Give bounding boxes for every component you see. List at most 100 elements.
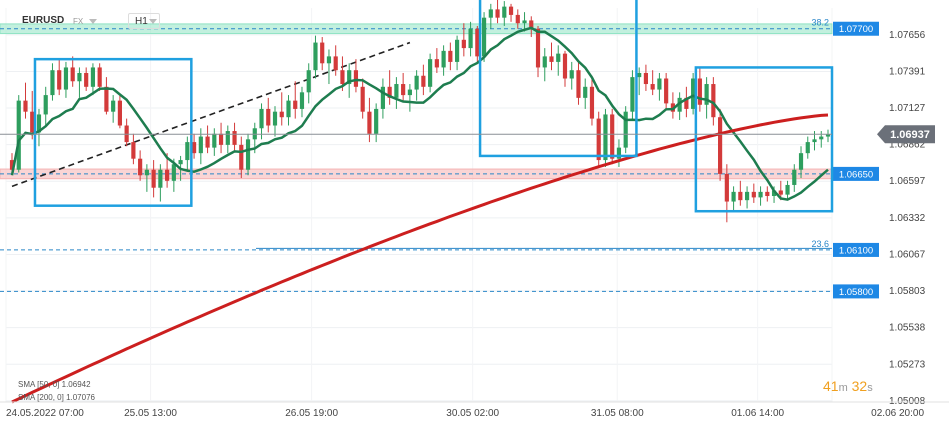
candle-body (535, 28, 541, 68)
candle-body (212, 133, 217, 148)
price-tick-label: 1.06862 (889, 140, 926, 151)
candle-body (347, 70, 352, 85)
candle-body (205, 136, 210, 148)
candle-body (778, 190, 783, 195)
candle-body (9, 160, 15, 170)
candle-body (90, 67, 96, 87)
candle-body (299, 92, 305, 109)
candle-body (798, 153, 804, 170)
price-tick-label: 1.06067 (889, 249, 926, 260)
price-tick-label: 1.05803 (889, 286, 926, 297)
candle-body (637, 72, 642, 78)
candle-body (218, 133, 224, 145)
candle-body (468, 28, 473, 49)
sma50-line (10, 26, 829, 201)
candle-body (650, 84, 655, 90)
candle-body (711, 84, 716, 118)
symbol-label[interactable]: EURUSD (22, 15, 65, 26)
candle-body (603, 114, 608, 161)
candle-body (542, 56, 547, 68)
price-tick-label: 1.05273 (889, 359, 926, 370)
candle-body (508, 6, 514, 15)
candle-body (158, 169, 163, 188)
candle-body (394, 84, 399, 98)
fib-level-label: 38.2 (811, 18, 829, 28)
candle-body (805, 142, 810, 154)
candle-body (259, 108, 264, 129)
symbol-dropdown-icon[interactable] (89, 19, 97, 24)
candle-body (455, 39, 460, 62)
time-tick-label: 02.06 20:00 (871, 408, 924, 419)
candle-body (744, 191, 750, 201)
candle-body (488, 9, 493, 18)
candle-body (30, 111, 35, 133)
trendline-dashed (11, 41, 411, 188)
consolidation-box-left (33, 57, 193, 207)
candle-body (16, 100, 21, 170)
candle-body (43, 95, 48, 115)
candle-body (353, 70, 359, 87)
candle-body (731, 191, 736, 202)
candle-body (623, 111, 628, 148)
candle-body (225, 131, 230, 145)
timeframe-value: H1 (135, 16, 148, 27)
chevron-down-icon (149, 19, 157, 24)
candle-body (657, 78, 662, 90)
candle-body (751, 191, 756, 198)
price-tick-label: 1.07127 (889, 103, 926, 114)
candle-body (758, 191, 763, 198)
sma50-legend[interactable]: SMA [50, 0] 1.06942 (18, 380, 91, 389)
candle-body (461, 39, 466, 49)
candle-body (589, 86, 595, 119)
candle-body (812, 139, 817, 143)
candle-body (515, 14, 520, 24)
candle-body (562, 53, 568, 79)
candle-body (691, 78, 696, 109)
candle-body (677, 97, 682, 112)
price-tick-label: 1.05008 (889, 396, 926, 407)
candle-body (333, 56, 338, 71)
candle-body (360, 86, 365, 112)
candle-body (144, 169, 149, 176)
candle-body (596, 118, 601, 161)
candle-body (819, 136, 824, 140)
level-price-tag (833, 242, 879, 257)
level-price-tag (833, 21, 879, 36)
sma50-name: SMA (18, 380, 35, 389)
candle-body (293, 100, 298, 109)
candle-body (306, 70, 311, 93)
highlight-boxes[interactable] (33, 0, 834, 213)
candle-body (178, 160, 183, 165)
level-price-tag (833, 284, 879, 299)
candle-body (380, 86, 385, 109)
horizontal-levels[interactable]: 1.07700 38.2 1.06650 1.06100 23.6 1.05800 (0, 18, 879, 299)
countdown-seconds: 32 (851, 378, 868, 394)
candle-body (367, 111, 372, 134)
candle-body (151, 169, 156, 188)
trendline[interactable] (11, 41, 411, 188)
countdown-sec-unit: s (867, 382, 873, 394)
candle-body (165, 169, 170, 181)
candle-body (232, 131, 237, 145)
level-price-tag (833, 166, 879, 181)
candle-body (569, 70, 574, 79)
candle-body (286, 100, 291, 118)
candle-body (198, 136, 203, 154)
candle-body (583, 86, 588, 98)
candle-body (401, 84, 406, 96)
candle-body (475, 28, 480, 57)
candle-body (718, 117, 723, 174)
candle-body (643, 72, 649, 85)
price-axis[interactable]: 1.07656 1.07391 1.07127 1.06862 1.06597 1.063… (0, 30, 935, 407)
sma50-value: 1.06942 (61, 380, 91, 389)
price-tick-label: 1.07391 (889, 66, 926, 77)
time-axis[interactable]: 24.05.2022 07:00 25.05 13:00 26.05 19:00 30… (0, 401, 949, 419)
candle-body (374, 108, 379, 134)
candle-body (320, 42, 325, 64)
candle-body (272, 111, 278, 126)
sma200-legend[interactable]: SMA [200, 0] 1.07076 (18, 393, 95, 402)
candle-body (421, 75, 426, 87)
timeframe-select[interactable]: H1 (128, 13, 160, 29)
candle-body (84, 72, 89, 87)
